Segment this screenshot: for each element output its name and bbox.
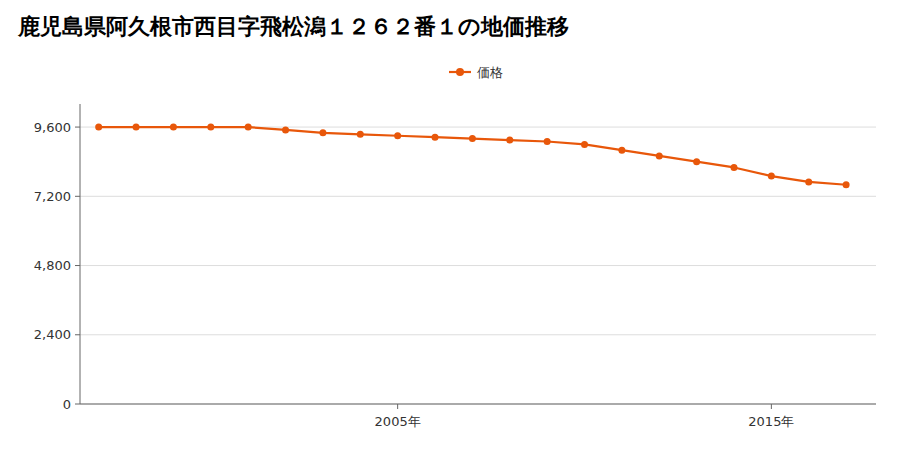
x-tick <box>771 404 772 409</box>
point <box>544 138 551 145</box>
y-axis-line <box>80 104 81 404</box>
grid-line <box>80 334 876 335</box>
point <box>506 137 513 144</box>
grid <box>80 127 876 404</box>
point <box>432 134 439 141</box>
x-tick-label: 2005年 <box>375 414 421 429</box>
title: 鹿児島県阿久根市西目字飛松潟１２６２番１の地価推移 <box>17 14 569 39</box>
chart: 鹿児島県阿久根市西目字飛松潟１２６２番１の地価推移 0 2,400 4,800 7,20… <box>0 0 900 450</box>
plot-area <box>95 124 849 189</box>
y-tick <box>75 127 80 128</box>
y-tick-label: 9,600 <box>34 120 71 135</box>
y-tick-label: 2,400 <box>34 327 71 342</box>
point <box>207 124 214 131</box>
legend-marker <box>456 68 464 76</box>
x-tick-label: 2015年 <box>748 414 794 429</box>
point <box>357 131 364 138</box>
x-axis-line <box>80 404 876 405</box>
point <box>245 124 252 131</box>
point <box>95 124 102 131</box>
x-tick <box>397 404 398 409</box>
grid-line <box>80 404 876 405</box>
point <box>730 164 737 171</box>
point <box>656 152 663 159</box>
y-tick <box>75 265 80 266</box>
point <box>282 126 289 133</box>
point <box>618 147 625 154</box>
point <box>394 132 401 139</box>
legend: 価格 <box>449 65 503 80</box>
point <box>133 124 140 131</box>
y-tick-label: 0 <box>63 397 71 412</box>
point <box>319 129 326 136</box>
y-tick <box>75 334 80 335</box>
point <box>469 135 476 142</box>
grid-line <box>80 196 876 197</box>
series-line <box>99 127 846 185</box>
y-tick <box>75 404 80 405</box>
point <box>170 124 177 131</box>
y-tick-label: 4,800 <box>34 258 71 273</box>
y-tick <box>75 196 80 197</box>
axes: 0 2,400 4,800 7,200 9,600 2005年 2015年 <box>34 104 876 429</box>
point <box>805 178 812 185</box>
y-tick-label: 7,200 <box>34 189 71 204</box>
point <box>843 181 850 188</box>
point <box>693 158 700 165</box>
grid-line <box>80 265 876 266</box>
point <box>581 141 588 148</box>
point <box>768 173 775 180</box>
legend-label: 価格 <box>477 65 503 80</box>
